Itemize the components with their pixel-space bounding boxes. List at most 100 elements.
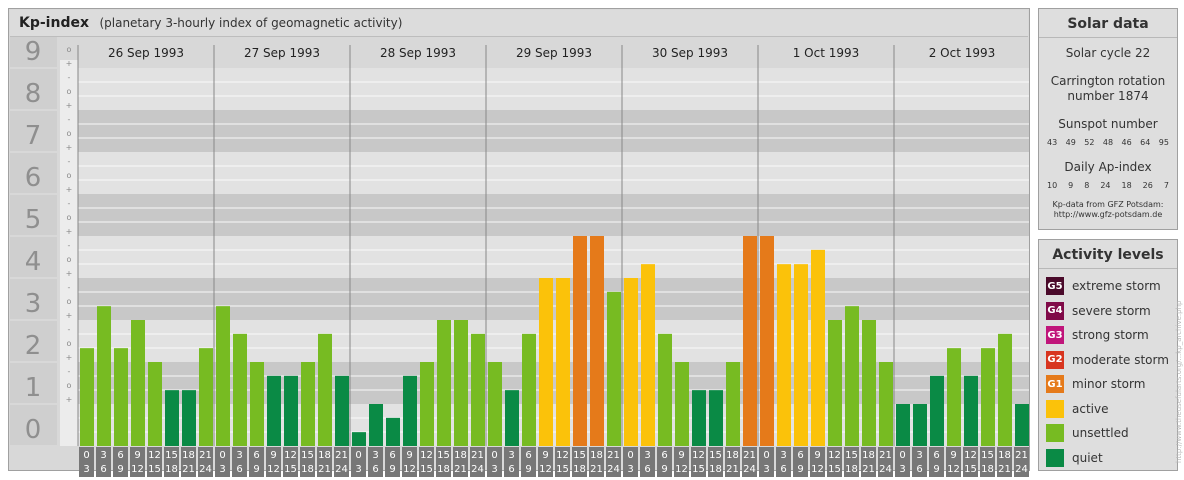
activity-level-row: G4 severe storm bbox=[1046, 301, 1151, 321]
kp-bar bbox=[981, 348, 995, 446]
hour-cell bbox=[283, 447, 298, 477]
solar-value: 48 bbox=[1102, 138, 1114, 147]
level-swatch: G5 bbox=[1046, 277, 1064, 295]
hour-cell bbox=[351, 447, 366, 477]
minor-tick-label: o bbox=[67, 255, 72, 264]
hour-cell bbox=[419, 447, 434, 477]
hour-cell bbox=[963, 447, 978, 477]
hour-start-label: 9 bbox=[950, 450, 956, 461]
kp-bar bbox=[420, 362, 434, 446]
kp-band-4 bbox=[78, 236, 1029, 278]
y-label-cell bbox=[10, 405, 57, 445]
hour-start-label: 3 bbox=[916, 450, 922, 461]
hour-cell bbox=[266, 447, 281, 477]
kp-bar bbox=[692, 390, 706, 446]
hour-cell bbox=[946, 447, 961, 477]
hour-cell bbox=[606, 447, 621, 477]
minor-tick-label: - bbox=[68, 115, 71, 124]
kp-bar bbox=[964, 375, 978, 446]
minor-tick-label: + bbox=[66, 227, 73, 236]
chart-title-bar: Kp-index (planetary 3-hourly index of ge… bbox=[10, 10, 1028, 37]
solar-value: 64 bbox=[1140, 138, 1151, 147]
hour-cell bbox=[912, 447, 927, 477]
hour-cell bbox=[572, 447, 587, 477]
hour-end-label: 12 bbox=[811, 464, 824, 475]
kp-bar bbox=[590, 236, 604, 446]
hour-cell bbox=[79, 447, 94, 477]
hour-end-label: 15 bbox=[148, 464, 161, 475]
hour-end-label: 6 bbox=[100, 464, 106, 475]
hour-end-label: 12 bbox=[947, 464, 960, 475]
minor-tick-label: - bbox=[68, 325, 71, 334]
hour-cell bbox=[453, 447, 468, 477]
kp-index-panel: Kp-index (planetary 3-hourly index of ge… bbox=[8, 8, 1030, 477]
hour-cell bbox=[708, 447, 723, 477]
kp-bar bbox=[505, 390, 519, 446]
hour-end-label: 24 bbox=[471, 464, 484, 475]
hour-start-label: 18 bbox=[862, 450, 875, 461]
hour-cell bbox=[742, 447, 757, 477]
y-tick-label: 0 bbox=[25, 415, 42, 445]
minor-tick-label: - bbox=[68, 241, 71, 250]
kp-bar bbox=[539, 278, 553, 446]
hour-end-label: 15 bbox=[420, 464, 433, 475]
minor-tick-label: - bbox=[68, 283, 71, 292]
hour-start-label: 21 bbox=[743, 450, 756, 461]
hour-end-label: 21 bbox=[726, 464, 739, 475]
kp-bar bbox=[675, 362, 689, 446]
hour-cell bbox=[980, 447, 995, 477]
hour-end-label: 6 bbox=[916, 464, 922, 475]
kp-bar bbox=[148, 362, 162, 446]
level-swatch bbox=[1046, 399, 1064, 418]
hour-start-label: 3 bbox=[508, 450, 514, 461]
kp-bar bbox=[743, 236, 757, 446]
y-label-cell bbox=[10, 237, 57, 277]
hour-end-label: 24 bbox=[607, 464, 620, 475]
hour-cell bbox=[215, 447, 230, 477]
kp-bar bbox=[437, 320, 451, 446]
hour-start-label: 18 bbox=[318, 450, 331, 461]
hour-cell bbox=[844, 447, 859, 477]
hour-cell bbox=[470, 447, 485, 477]
hour-cell bbox=[147, 447, 162, 477]
hour-start-label: 0 bbox=[899, 450, 905, 461]
hour-start-label: 3 bbox=[372, 450, 378, 461]
carrington-line-1: Carrington rotation bbox=[1050, 74, 1166, 88]
minor-tick-label: + bbox=[66, 311, 73, 320]
hour-end-label: 24 bbox=[743, 464, 756, 475]
hour-cell bbox=[521, 447, 536, 477]
kp-bar bbox=[947, 348, 961, 446]
level-label: minor storm bbox=[1072, 377, 1146, 391]
hour-cell bbox=[793, 447, 808, 477]
hour-end-label: 9 bbox=[661, 464, 667, 475]
kp-bar bbox=[998, 333, 1012, 446]
hour-end-label: 6 bbox=[508, 464, 514, 475]
hour-end-label: 12 bbox=[131, 464, 144, 475]
y-label-cell bbox=[10, 195, 57, 235]
hour-cell bbox=[657, 447, 672, 477]
hour-start-label: 15 bbox=[845, 450, 858, 461]
hour-end-label: 18 bbox=[301, 464, 314, 475]
hour-end-label: 6 bbox=[372, 464, 378, 475]
carrington-rotation: Carrington rotation number 1874 bbox=[1039, 74, 1177, 104]
hour-cell bbox=[113, 447, 128, 477]
hour-cell bbox=[640, 447, 655, 477]
y-label-cell bbox=[10, 69, 57, 109]
hour-start-label: 9 bbox=[678, 450, 684, 461]
level-label: moderate storm bbox=[1072, 352, 1169, 367]
y-tick-label: 1 bbox=[25, 373, 42, 403]
hour-start-label: 3 bbox=[780, 450, 786, 461]
hour-end-label: 9 bbox=[389, 464, 395, 475]
level-label: active bbox=[1072, 401, 1109, 416]
hour-end-label: 15 bbox=[964, 464, 977, 475]
kp-bar bbox=[845, 306, 859, 446]
hour-end-label: 15 bbox=[828, 464, 841, 475]
credit-line-2[interactable]: http://www.gfz-potsdam.de bbox=[1053, 210, 1163, 219]
day-label: 26 Sep 1993 bbox=[108, 46, 184, 60]
hour-end-label: 9 bbox=[253, 464, 259, 475]
hour-start-label: 6 bbox=[525, 450, 531, 461]
minor-tick-label: + bbox=[66, 395, 73, 404]
hour-end-label: 3 bbox=[899, 464, 905, 475]
level-swatch: G3 bbox=[1046, 326, 1064, 344]
hour-end-label: 9 bbox=[525, 464, 531, 475]
